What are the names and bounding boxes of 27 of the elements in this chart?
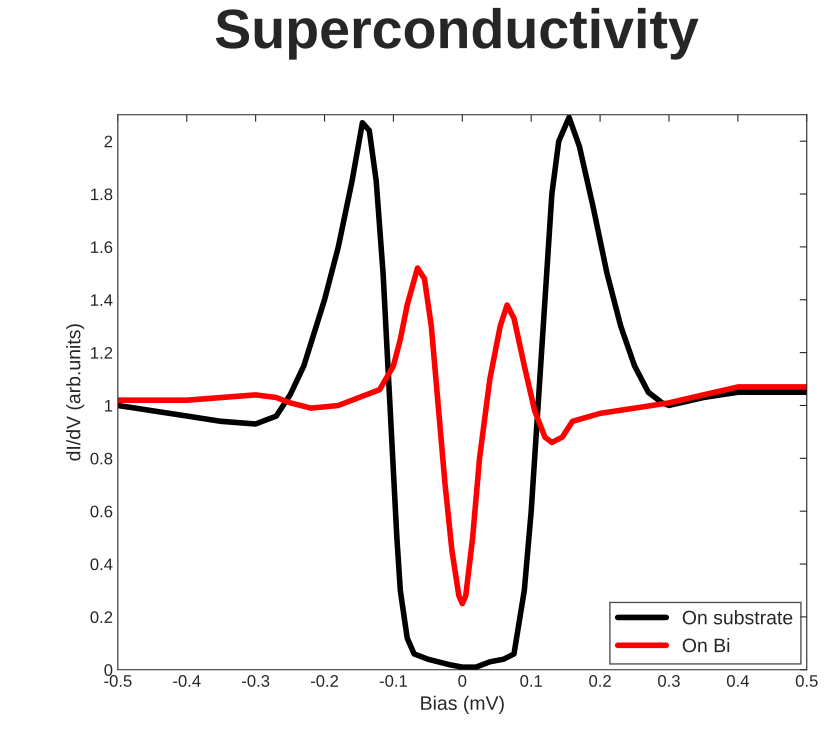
x-tick-label: 0.1 xyxy=(520,675,542,687)
y-axis-title: dI/dV (arb.units) xyxy=(66,324,84,461)
x-tick-label: 0.2 xyxy=(589,675,611,687)
y-tick-label: 1.8 xyxy=(91,188,112,200)
chart-title: Superconductivity xyxy=(216,8,699,60)
y-tick-label: 1.4 xyxy=(91,294,113,306)
y-tick-label: 0.6 xyxy=(90,506,112,518)
x-tick-label: -0.1 xyxy=(380,675,407,687)
x-tick-label: -0.5 xyxy=(104,675,132,687)
y-tick-label: 0.8 xyxy=(90,452,112,465)
x-tick-label: 0.3 xyxy=(658,675,680,687)
x-tick-label: 0.4 xyxy=(726,675,749,687)
y-tick-label: 1 xyxy=(105,400,112,412)
x-tick-label: -0.4 xyxy=(173,675,201,687)
y-tick-label: 1.6 xyxy=(91,241,112,254)
y-tick-label: 1.2 xyxy=(91,347,112,359)
y-tick-label: 2 xyxy=(104,136,112,148)
legend-label: On substrate xyxy=(682,610,792,624)
x-axis-title: Bias (mV) xyxy=(421,696,504,714)
y-tick-label: 0.4 xyxy=(90,558,113,570)
y-tick-label: 0.2 xyxy=(90,611,112,624)
legend-label: On Bi xyxy=(682,638,730,652)
y-tick-label: 0 xyxy=(104,664,112,676)
x-tick-label: -0.3 xyxy=(242,675,270,687)
x-tick-label: 0.5 xyxy=(796,675,818,687)
x-tick-label: 0 xyxy=(458,675,466,687)
x-tick-label: -0.2 xyxy=(310,675,338,687)
